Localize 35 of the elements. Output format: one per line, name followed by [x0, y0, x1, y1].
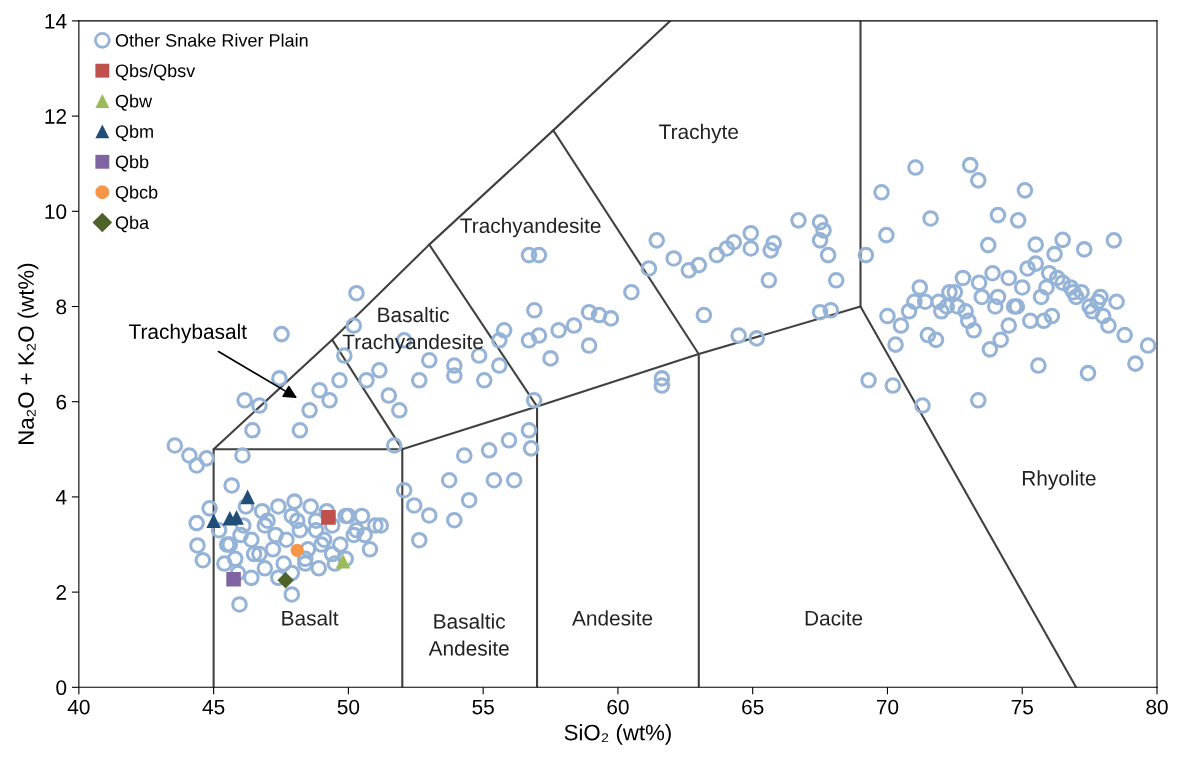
annotation: Basaltic Trachyandesite: [342, 306, 483, 354]
x-tick-label: 70: [876, 699, 899, 715]
y-tick-label: 8: [56, 299, 67, 315]
x-tick-label: 55: [472, 699, 494, 715]
y-tick-label: 4: [55, 490, 67, 505]
y-tick-label: 14: [45, 14, 67, 29]
x-tick-label: 80: [1146, 699, 1168, 715]
annotation: Trachybasalt: [128, 323, 247, 344]
y-tick-label: 0: [56, 680, 67, 696]
y-tick-label: 10: [45, 204, 67, 220]
x-tick-label: 40: [67, 699, 90, 715]
y-tick-label: 2: [56, 585, 67, 600]
y-tick-label: 6: [56, 394, 67, 410]
y-axis-title: Na₂O + K₂O (wt%): [17, 263, 39, 444]
x-tick-label: 60: [607, 699, 629, 715]
annotation: Basaltic Andesite: [428, 613, 509, 656]
legend-label: Qbw: [115, 94, 153, 111]
annotation: Andesite: [572, 610, 653, 626]
annotation: Basalt: [282, 610, 339, 626]
x-tick-label: 50: [337, 699, 360, 715]
x-tick-label: 45: [202, 699, 225, 715]
legend-label: Qba: [115, 215, 150, 233]
x-axis-title: SiO₂ (wt%): [564, 724, 671, 745]
x-tick-label: 75: [1011, 699, 1033, 715]
annotation: Rhyolite: [1022, 470, 1096, 490]
legend-label: Qbb: [115, 155, 149, 172]
x-tick-label: 65: [742, 699, 764, 715]
annotation: Trachyte: [659, 123, 738, 144]
y-tick-label: 12: [45, 109, 67, 124]
legend-label: Qbm: [115, 124, 153, 142]
legend-label: Qbcb: [115, 185, 158, 202]
legend-label: Other Snake River Plain: [115, 33, 308, 47]
annotation: Dacite: [805, 610, 863, 626]
legend-label: Qbs/Qbsv: [115, 63, 196, 81]
annotation: Trachyandesite: [460, 217, 601, 238]
